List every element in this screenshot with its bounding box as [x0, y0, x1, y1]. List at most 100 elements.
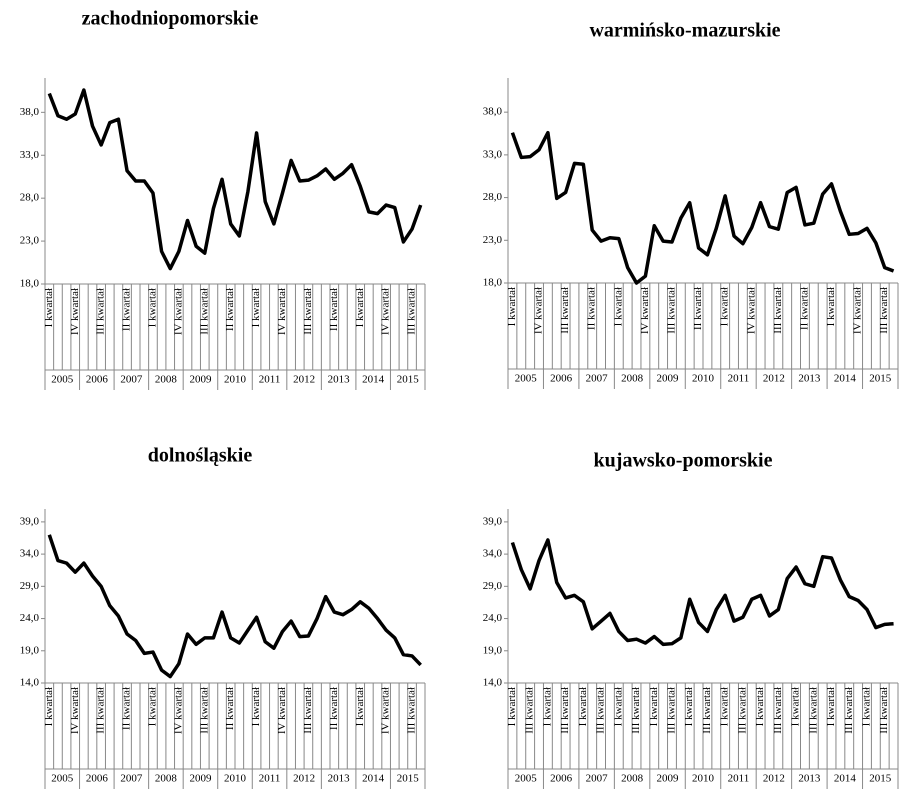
group-label: 2013 — [328, 374, 351, 386]
x-tick-label: II kwartał — [121, 687, 133, 730]
x-tick-label: I kwartał — [354, 687, 366, 726]
x-tick-label: IV kwartał — [380, 288, 392, 335]
group-label: 2010 — [692, 773, 715, 785]
x-tick-label: I kwartał — [146, 288, 158, 327]
group-label: 2009 — [189, 773, 212, 785]
x-tick-label: II kwartał — [224, 288, 236, 331]
x-tick-label: IV kwartał — [69, 687, 81, 734]
x-tick-label: II kwartał — [328, 288, 340, 331]
y-tick-label: 33,0 — [483, 148, 503, 160]
group-label: 2014 — [834, 373, 857, 385]
y-tick-label: 28,0 — [483, 191, 503, 203]
y-tick-label: 24,0 — [483, 612, 503, 624]
group-label: 2007 — [120, 374, 143, 386]
x-tick-label: I kwartał — [825, 287, 837, 326]
group-label: 2014 — [834, 773, 857, 785]
x-tick-label: I kwartał — [683, 687, 695, 726]
x-tick-label: III kwartał — [198, 288, 210, 335]
y-tick-label: 39,0 — [20, 515, 40, 527]
x-tick-label: III kwartał — [302, 687, 314, 734]
x-tick-label: III kwartał — [772, 287, 784, 334]
x-tick-label: I kwartał — [719, 287, 731, 326]
chart-title: warmińsko-mazurskie — [589, 20, 780, 42]
y-tick-label: 38,0 — [20, 106, 40, 118]
y-tick-label: 34,0 — [20, 548, 40, 560]
x-tick-label: III kwartał — [878, 287, 890, 334]
x-tick-label: III kwartał — [666, 287, 678, 334]
x-tick-label: I kwartał — [754, 687, 766, 726]
y-tick-label: 14,0 — [483, 677, 503, 689]
group-label: 2005 — [515, 773, 538, 785]
x-tick-label: III kwartał — [843, 687, 855, 734]
y-tick-label: 29,0 — [20, 580, 40, 592]
y-tick-label: 38,0 — [483, 106, 503, 118]
group-label: 2007 — [586, 773, 609, 785]
x-tick-label: III kwartał — [406, 288, 418, 335]
x-tick-label: III kwartał — [198, 687, 210, 734]
group-label: 2006 — [550, 373, 573, 385]
x-tick-label: I kwartał — [506, 287, 518, 326]
group-label: 2008 — [621, 373, 644, 385]
y-tick-label: 19,0 — [483, 644, 503, 656]
x-tick-label: IV kwartał — [172, 687, 184, 734]
chart-title: zachodniopomorskie — [82, 8, 259, 30]
y-tick-label: 23,0 — [483, 234, 503, 246]
group-label: 2007 — [120, 773, 143, 785]
x-tick-label: III kwartał — [772, 687, 784, 734]
group-label: 2010 — [692, 373, 715, 385]
group-label: 2011 — [259, 374, 281, 386]
x-tick-label: I kwartał — [790, 687, 802, 726]
x-tick-label: IV kwartał — [276, 288, 288, 335]
data-line — [510, 538, 894, 647]
x-tick-label: IV kwartał — [533, 287, 545, 334]
x-tick-label: III kwartał — [95, 687, 107, 734]
x-tick-label: IV kwartał — [852, 287, 864, 334]
group-label: 2012 — [763, 773, 785, 785]
y-tick-label: 33,0 — [20, 149, 40, 161]
group-label: 2014 — [362, 374, 385, 386]
chart-title: dolnośląskie — [148, 445, 253, 467]
x-tick-label: I kwartał — [648, 687, 660, 726]
group-label: 2013 — [328, 773, 351, 785]
group-label: 2005 — [51, 374, 74, 386]
x-tick-label: I kwartał — [250, 687, 262, 726]
x-tick-label: I kwartał — [354, 288, 366, 327]
x-tick-label: IV kwartał — [380, 687, 392, 734]
y-tick-label: 14,0 — [20, 677, 40, 689]
x-tick-label: I kwartał — [250, 288, 262, 327]
x-tick-label: I kwartał — [719, 687, 731, 726]
y-tick-label: 29,0 — [483, 580, 503, 592]
group-label: 2013 — [798, 773, 821, 785]
group-label: 2015 — [397, 773, 420, 785]
y-tick-label: 18,0 — [483, 277, 503, 289]
group-label: 2011 — [728, 773, 750, 785]
x-tick-label: IV kwartał — [69, 288, 81, 335]
x-tick-label: III kwartał — [878, 687, 890, 734]
group-label: 2012 — [763, 373, 785, 385]
y-tick-label: 19,0 — [20, 644, 40, 656]
group-label: 2008 — [621, 773, 644, 785]
data-line — [510, 130, 895, 285]
x-tick-label: III kwartał — [302, 288, 314, 335]
x-tick-label: II kwartał — [328, 687, 340, 730]
x-tick-label: IV kwartał — [639, 287, 651, 334]
x-tick-label: II kwartał — [798, 287, 810, 330]
data-line — [47, 534, 422, 679]
x-tick-label: II kwartał — [224, 687, 236, 730]
group-label: 2006 — [86, 374, 109, 386]
group-label: 2012 — [293, 773, 315, 785]
x-tick-label: I kwartał — [612, 687, 624, 726]
group-label: 2009 — [657, 773, 680, 785]
x-tick-label: II kwartał — [586, 287, 598, 330]
x-tick-label: IV kwartał — [276, 687, 288, 734]
y-tick-label: 23,0 — [20, 235, 40, 247]
x-tick-label: III kwartał — [666, 687, 678, 734]
x-tick-label: I kwartał — [612, 287, 624, 326]
chart-title: kujawsko-pomorskie — [594, 450, 773, 472]
x-tick-label: III kwartał — [701, 687, 713, 734]
group-label: 2015 — [869, 773, 892, 785]
y-tick-label: 34,0 — [483, 548, 503, 560]
x-tick-label: III kwartał — [559, 687, 571, 734]
group-label: 2010 — [224, 374, 247, 386]
